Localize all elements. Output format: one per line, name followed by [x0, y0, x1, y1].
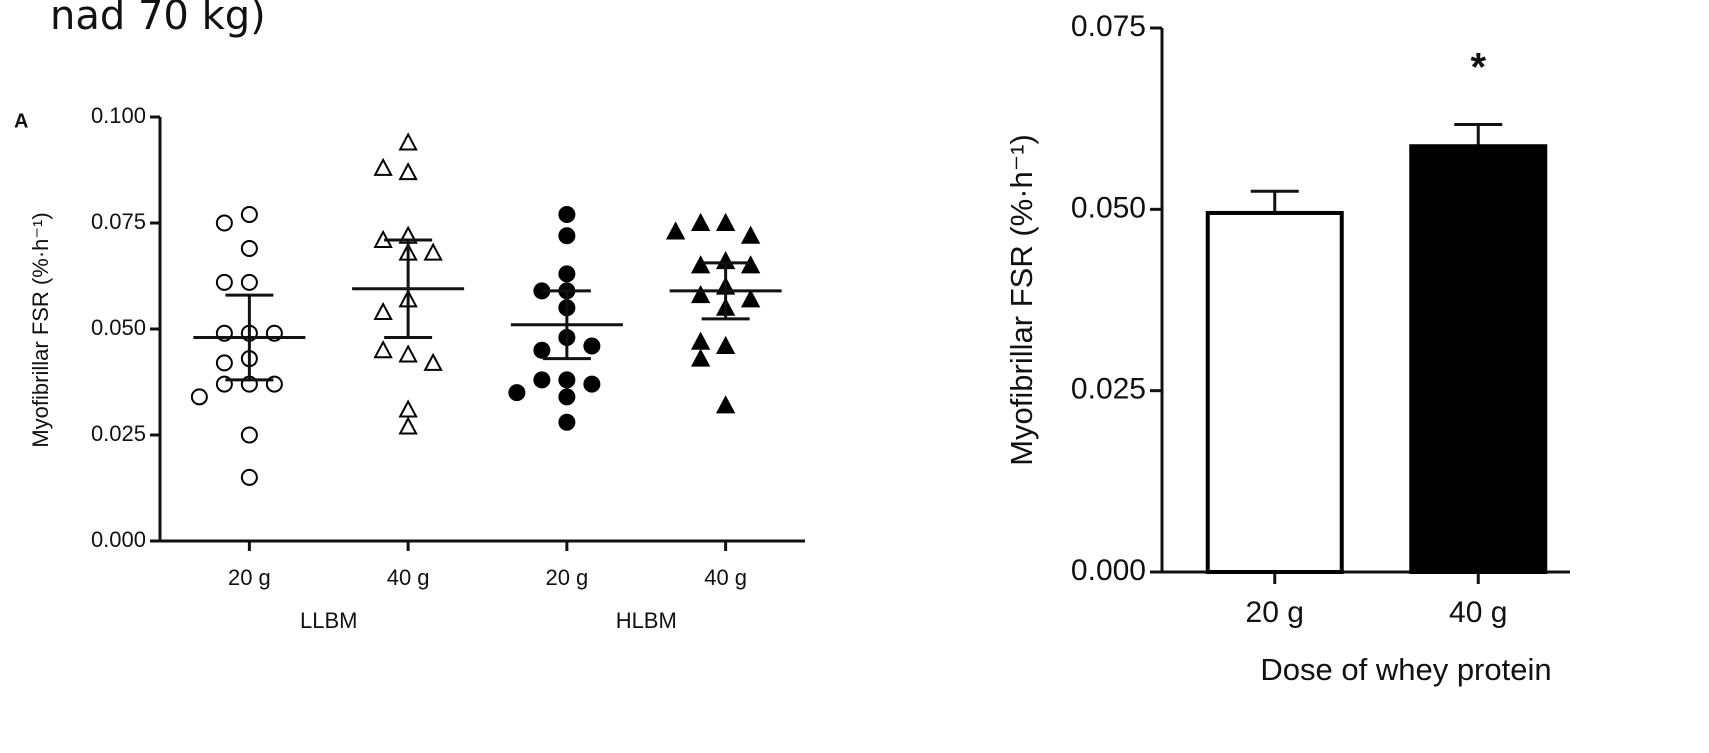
- bar: [1205, 210, 1344, 575]
- y-tick-label: 0.025: [1071, 373, 1146, 406]
- y-tick-label: 0.075: [91, 209, 146, 234]
- caption-fragment: nad 70 kg): [50, 0, 266, 39]
- error-bar: [1250, 189, 1299, 213]
- data-point: [533, 371, 551, 389]
- y-axis-label: Myofibrillar FSR (%·h⁻¹): [1004, 134, 1039, 466]
- data-point: [215, 273, 233, 291]
- data-point: [373, 301, 393, 321]
- data-point: [690, 284, 711, 304]
- data-point: [558, 265, 576, 283]
- data-point: [558, 388, 576, 406]
- data-point: [690, 212, 711, 231]
- data-point: [240, 273, 258, 291]
- data-point: [190, 388, 208, 406]
- data-point: [398, 132, 418, 151]
- y-tick-label: 0.000: [91, 527, 146, 552]
- y-tick-label: 0.075: [1071, 10, 1146, 43]
- data-point: [240, 239, 258, 257]
- y-tick-label: 0.050: [91, 315, 146, 340]
- bar: [1409, 144, 1548, 574]
- x-tick-label: 40 g: [1449, 596, 1507, 629]
- y-tick-label: 0.025: [91, 421, 146, 446]
- data-point: [665, 221, 686, 240]
- error-bar: [542, 289, 591, 361]
- error-bar: [701, 261, 750, 321]
- x-axis-label: Dose of whey protein: [1260, 652, 1551, 687]
- data-point: [398, 161, 418, 181]
- data-point: [558, 371, 576, 389]
- data-point: [240, 426, 258, 444]
- data-point: [373, 157, 393, 176]
- data-point: [558, 206, 576, 224]
- data-point: [508, 384, 526, 402]
- error-bar: [384, 238, 433, 339]
- error-bar: [1454, 122, 1503, 147]
- x-tick-label: 40 g: [387, 565, 430, 590]
- y-tick-label: 0.050: [1071, 191, 1146, 224]
- data-point: [690, 331, 711, 350]
- data-point: [740, 225, 761, 244]
- group-label: LLBM: [300, 608, 357, 633]
- annotation: *: [1470, 46, 1486, 90]
- data-point: [690, 255, 711, 274]
- y-axis-label: Myofibrillar FSR (%·h⁻¹): [28, 212, 53, 447]
- data-point: [558, 413, 576, 431]
- x-tick-label: 20 g: [1246, 596, 1304, 629]
- data-point: [715, 395, 736, 414]
- data-point: [240, 206, 258, 224]
- data-point: [215, 354, 233, 372]
- data-point: [398, 399, 418, 418]
- error-bar: [225, 293, 274, 382]
- y-tick-label: 0.000: [1071, 554, 1146, 587]
- data-point: [740, 255, 761, 274]
- data-point: [240, 468, 258, 486]
- data-point: [558, 227, 576, 245]
- x-tick-label: 40 g: [704, 565, 747, 590]
- data-point: [398, 344, 418, 363]
- data-point: [740, 289, 761, 308]
- data-point: [690, 348, 711, 367]
- data-point: [398, 416, 418, 435]
- data-point: [215, 214, 233, 232]
- data-point: [423, 242, 443, 261]
- y-tick-label: 0.100: [91, 103, 146, 128]
- x-tick-label: 20 g: [545, 565, 588, 590]
- data-point: [423, 352, 443, 371]
- data-point: [715, 335, 736, 354]
- data-point: [373, 340, 393, 359]
- x-tick-label: 20 g: [228, 565, 271, 590]
- panel-label: A: [14, 110, 28, 132]
- data-point: [583, 337, 601, 355]
- group-label: HLBM: [616, 608, 677, 633]
- data-point: [533, 341, 551, 359]
- data-point: [583, 375, 601, 393]
- data-point: [715, 212, 736, 231]
